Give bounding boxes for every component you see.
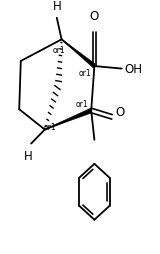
- Text: or1: or1: [43, 122, 56, 132]
- Text: O: O: [90, 10, 99, 23]
- Text: OH: OH: [124, 62, 142, 76]
- Polygon shape: [62, 39, 95, 68]
- Text: H: H: [52, 0, 61, 13]
- Text: H: H: [24, 150, 32, 163]
- Polygon shape: [45, 108, 92, 130]
- Text: O: O: [115, 106, 124, 119]
- Text: or1: or1: [53, 46, 65, 55]
- Text: or1: or1: [76, 100, 89, 109]
- Text: or1: or1: [79, 69, 91, 78]
